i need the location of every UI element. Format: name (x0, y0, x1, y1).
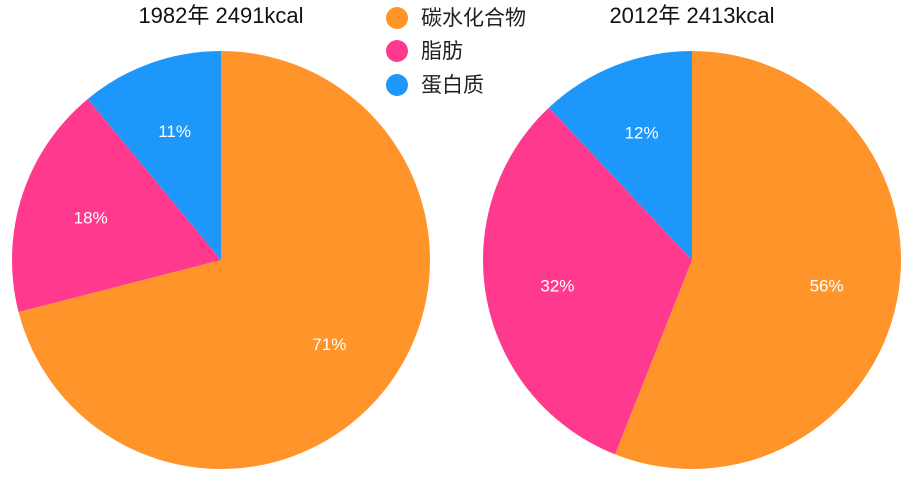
legend-swatch-protein (386, 74, 408, 96)
slice-label-2012-carbohydrate: 56% (810, 277, 844, 296)
legend-item-protein: 蛋白质 (386, 74, 484, 97)
legend-item-carbohydrate: 碳水化合物 (386, 7, 526, 30)
legend-swatch-carbohydrate (386, 7, 408, 29)
legend-swatch-fat (386, 40, 408, 62)
slice-label-2012-fat: 32% (540, 277, 574, 296)
chart-title-1982: 1982年 2491kcal (138, 3, 303, 28)
pie-slice-1982-carbohydrate (18, 51, 431, 470)
slice-label-1982-fat: 18% (74, 209, 108, 228)
pie-chart-1982: 1982年 2491kcal 71% 18% 11% (12, 3, 431, 470)
pie-labels-1982: 71% 18% 11% (74, 122, 347, 354)
pie-slice-2012-fat (483, 107, 692, 455)
legend-label-fat: 脂肪 (421, 40, 463, 63)
pie-slices-1982 (12, 51, 431, 470)
pie-slice-2012-carbohydrate (615, 51, 902, 469)
pie-slices-2012 (483, 51, 902, 469)
pie-slice-1982-fat (12, 98, 221, 312)
legend-label-carbohydrate: 碳水化合物 (421, 7, 526, 30)
pie-slice-1982-protein (87, 51, 221, 260)
pie-slice-2012-protein (548, 51, 692, 260)
slice-label-1982-carbohydrate: 71% (312, 335, 346, 354)
chart-legend: 碳水化合物 脂肪 蛋白质 (386, 7, 526, 97)
pie-labels-2012: 56% 32% 12% (540, 124, 843, 296)
slice-label-1982-protein: 11% (158, 122, 191, 141)
legend-label-protein: 蛋白质 (421, 74, 484, 97)
pie-chart-2012: 2012年 2413kcal 56% 32% 12% (483, 3, 902, 469)
legend-item-fat: 脂肪 (386, 40, 463, 63)
chart-title-2012: 2012年 2413kcal (609, 3, 774, 28)
slice-label-2012-protein: 12% (625, 124, 659, 143)
